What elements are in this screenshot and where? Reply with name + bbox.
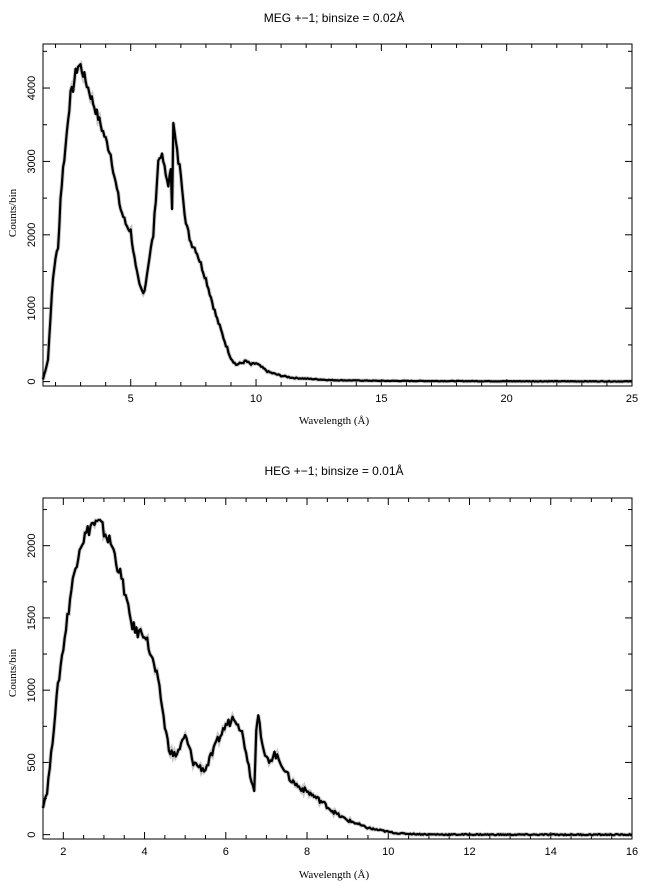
meg-chart: MEG +−1; binsize = 0.02Å Wavelength (Å) …: [7, 10, 638, 427]
meg-plot-frame: [42, 43, 633, 387]
heg-y-tick-label: 1000: [26, 678, 38, 702]
heg-chart-title: HEG +−1; binsize = 0.01Å: [264, 463, 403, 478]
heg-x-axis-label: Wavelength (Å): [299, 869, 370, 881]
heg-x-tick-label: 2: [60, 846, 66, 858]
meg-y-tick-label: 0: [26, 379, 38, 385]
meg-error-band: [41, 59, 633, 384]
heg-axes: 2 4 6 8 10 12 14 16 0 500 1000 1500 2000: [26, 498, 638, 858]
heg-error-band: [41, 517, 633, 838]
meg-x-tick-label: 20: [501, 393, 513, 405]
meg-x-tick-label: 25: [626, 393, 638, 405]
heg-plot-frame: [42, 497, 633, 840]
heg-y-tick-label: 2000: [26, 533, 38, 557]
meg-x-tick-label: 5: [128, 393, 134, 405]
meg-y-axis-label: Counts/bin: [7, 188, 19, 237]
heg-y-tick-label: 1500: [26, 606, 38, 630]
heg-x-tick-label: 16: [626, 846, 638, 858]
meg-chart-title: MEG +−1; binsize = 0.02Å: [264, 10, 404, 25]
meg-spectrum-line: [41, 63, 633, 383]
heg-x-tick-label: 12: [463, 846, 475, 858]
heg-spectrum-line: [41, 518, 633, 837]
meg-axes: 5 10 15 20 25 0 1000 2000 3000 4000: [26, 44, 638, 405]
meg-y-tick-label: 1000: [26, 296, 38, 320]
heg-x-tick-label: 10: [382, 846, 394, 858]
meg-y-tick-label: 4000: [26, 76, 38, 100]
meg-y-tick-label: 2000: [26, 223, 38, 247]
heg-x-tick-label: 4: [141, 846, 147, 858]
meg-y-tick-label: 3000: [26, 149, 38, 173]
meg-x-tick-label: 10: [250, 393, 262, 405]
meg-x-tick-label: 15: [375, 393, 387, 405]
heg-y-axis-label: Counts/bin: [7, 648, 19, 697]
heg-x-tick-label: 6: [223, 846, 229, 858]
heg-x-tick-label: 14: [545, 846, 557, 858]
heg-chart: HEG +−1; binsize = 0.01Å Wavelength (Å) …: [7, 463, 638, 881]
heg-y-tick-label: 0: [26, 832, 38, 838]
meg-x-axis-label: Wavelength (Å): [299, 415, 370, 427]
heg-y-tick-label: 500: [26, 753, 38, 771]
heg-x-tick-label: 8: [304, 846, 310, 858]
